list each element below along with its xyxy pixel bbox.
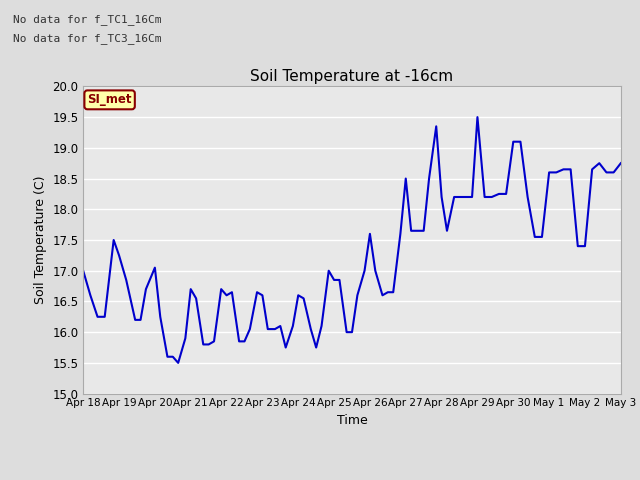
X-axis label: Time: Time (337, 414, 367, 427)
Text: No data for f_TC3_16Cm: No data for f_TC3_16Cm (13, 33, 161, 44)
Text: No data for f_TC1_16Cm: No data for f_TC1_16Cm (13, 13, 161, 24)
Text: SI_met: SI_met (88, 93, 132, 107)
Y-axis label: Soil Temperature (C): Soil Temperature (C) (34, 176, 47, 304)
Title: Soil Temperature at -16cm: Soil Temperature at -16cm (250, 69, 454, 84)
